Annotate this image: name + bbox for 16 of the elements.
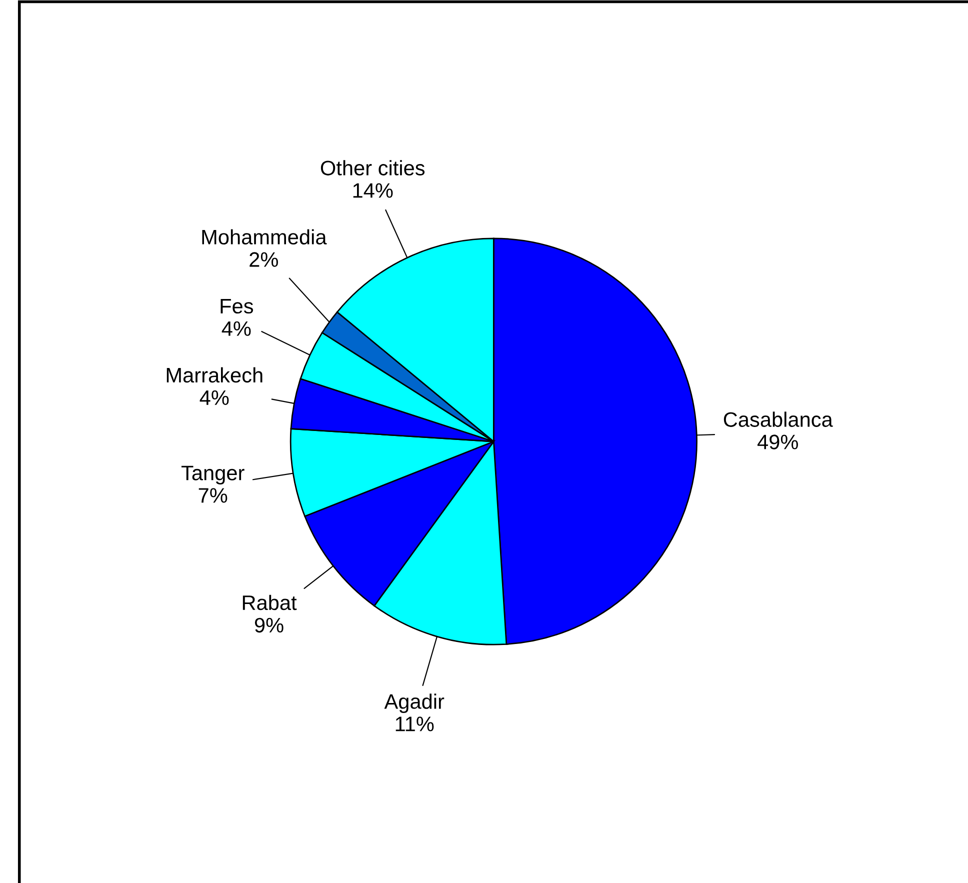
slice-label: Mohammedia xyxy=(202,229,327,244)
data-label: 9% xyxy=(254,618,284,633)
data-label: 4% xyxy=(222,321,251,336)
slice-label: Other cities xyxy=(320,160,425,176)
data-label: 7% xyxy=(198,488,228,503)
slice-label: Tanger xyxy=(181,466,244,484)
data-label: 2% xyxy=(250,252,278,267)
slice-label: Casablanca xyxy=(724,412,833,427)
slice-label: Agadir xyxy=(384,694,444,714)
data-label: 14% xyxy=(353,183,393,198)
slice-label: Rabat xyxy=(242,594,297,610)
data-label: 4% xyxy=(200,390,229,405)
data-label: 11% xyxy=(396,716,434,732)
data-label: 49% xyxy=(757,434,798,450)
slice-label: Fes xyxy=(220,299,254,314)
slice-label: Marrakech xyxy=(166,367,262,383)
